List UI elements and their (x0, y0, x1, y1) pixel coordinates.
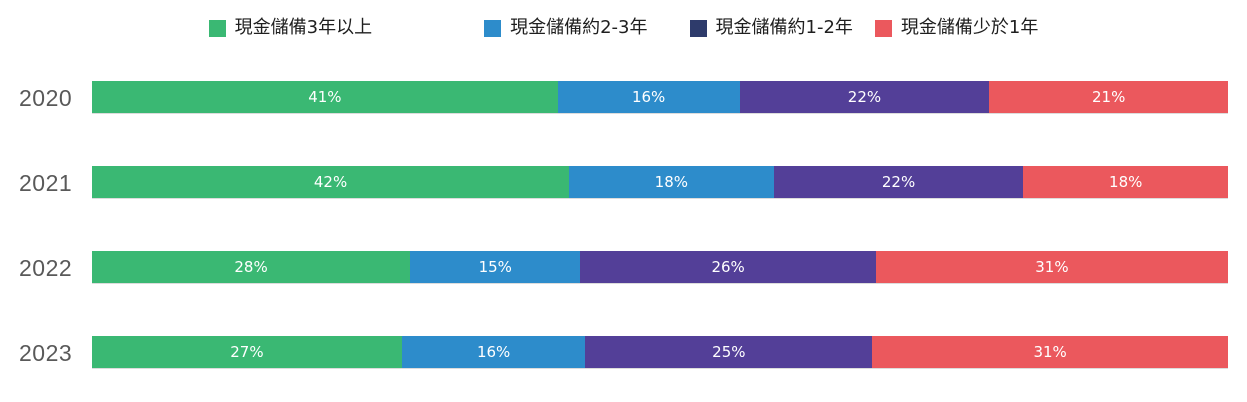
bar-track: 28% 15% 26% 31% (92, 251, 1228, 284)
bar-segment: 31% (875, 251, 1228, 283)
year-label: 2020 (19, 84, 73, 111)
segment-value-label: 26% (711, 257, 745, 276)
segment-value-label: 22% (881, 172, 916, 191)
bar-segment: 18% (569, 166, 774, 198)
bar-track: 41% 16% 22% 21% (92, 81, 1228, 114)
legend-label: 現金儲備約1-2年 (715, 17, 853, 38)
segment-value-label: 31% (1035, 257, 1069, 276)
chart-row: 2023 27% 16% 25% 31% (0, 336, 1247, 369)
legend-swatch-icon (208, 19, 226, 37)
bar-segment: 15% (410, 251, 581, 283)
segment-value-label: 25% (712, 342, 746, 361)
chart-row: 2020 41% 16% 22% 21% (0, 81, 1247, 114)
chart-rows: 2020 41% 16% 22% 21% 2021 42% 18% 22% 18% 2022 28% 1… (0, 81, 1247, 369)
chart-row: 2021 42% 18% 22% 18% (0, 166, 1247, 199)
year-label: 2021 (19, 169, 73, 196)
legend-item: 現金儲備少於1年 (874, 17, 1039, 38)
chart-legend: 現金儲備3年以上 現金儲備約2-3年 現金儲備約1-2年 現金儲備少於1年 (0, 14, 1247, 42)
legend-label: 現金儲備少於1年 (900, 17, 1039, 38)
segment-value-label: 22% (847, 87, 882, 106)
legend-swatch-icon (484, 19, 502, 37)
bar-segment: 27% (92, 336, 402, 368)
bar-segment: 21% (989, 81, 1228, 113)
segment-value-label: 42% (313, 172, 348, 191)
segment-value-label: 41% (308, 87, 342, 106)
legend-item: 現金儲備3年以上 (208, 17, 373, 38)
year-label: 2023 (19, 339, 73, 366)
segment-value-label: 27% (230, 342, 264, 361)
segment-value-label: 18% (654, 172, 689, 191)
chart-row: 2022 28% 15% 26% 31% (0, 251, 1247, 284)
bar-segment: 42% (92, 166, 570, 198)
segment-value-label: 18% (1109, 172, 1143, 191)
legend-label: 現金儲備3年以上 (234, 17, 373, 38)
legend-item: 現金儲備約1-2年 (689, 17, 853, 38)
bar-track: 27% 16% 25% 31% (92, 336, 1228, 369)
segment-value-label: 15% (478, 257, 512, 276)
bar-segment: 31% (872, 336, 1228, 368)
year-label: 2022 (19, 254, 73, 281)
segment-value-label: 16% (476, 342, 511, 361)
bar-segment: 28% (92, 251, 411, 283)
legend-label: 現金儲備約2-3年 (510, 17, 648, 38)
bar-segment: 41% (92, 81, 558, 113)
segment-value-label: 28% (234, 257, 268, 276)
bar-track: 42% 18% 22% 18% (92, 166, 1228, 199)
bar-segment: 25% (585, 336, 873, 368)
segment-value-label: 31% (1033, 342, 1067, 361)
legend-swatch-icon (874, 19, 892, 37)
bar-segment: 16% (557, 81, 740, 113)
bar-segment: 26% (580, 251, 876, 283)
bar-segment: 18% (1023, 166, 1228, 198)
segment-value-label: 21% (1092, 87, 1126, 106)
legend-item: 現金儲備約2-3年 (484, 17, 648, 38)
bar-segment: 22% (773, 166, 1024, 198)
segment-value-label: 16% (631, 87, 666, 106)
legend-swatch-icon (689, 19, 707, 37)
bar-segment: 16% (401, 336, 586, 368)
bar-segment: 22% (739, 81, 990, 113)
